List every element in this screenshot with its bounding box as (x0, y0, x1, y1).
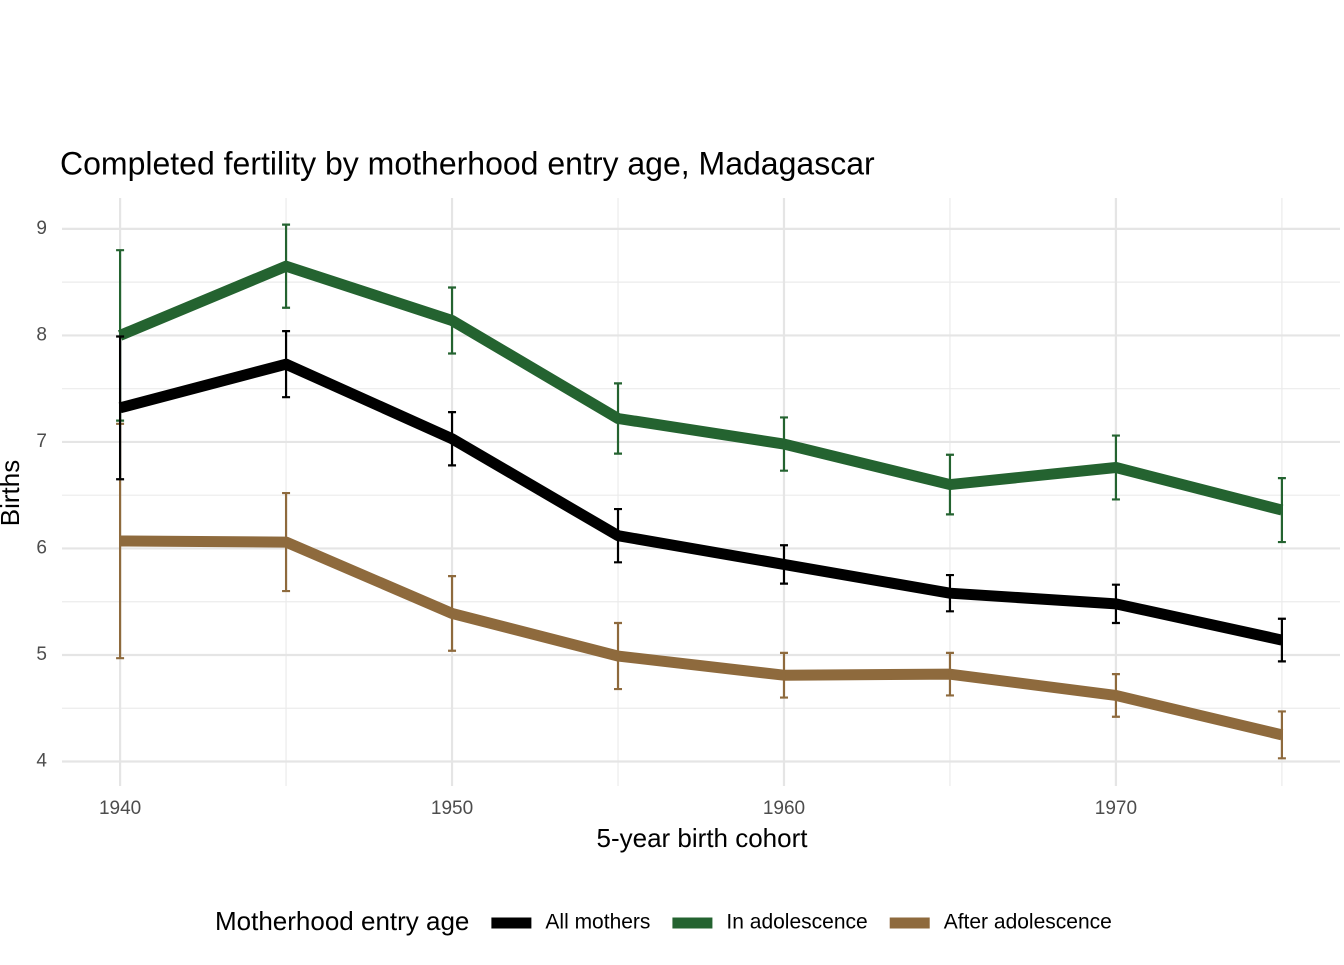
error-bar (779, 651, 788, 699)
legend-title: Motherhood entry age (215, 906, 469, 936)
error-bar (945, 573, 954, 613)
chart-title: Completed fertility by motherhood entry … (60, 145, 875, 181)
error-bar (1111, 673, 1120, 718)
error-bar (448, 286, 457, 355)
error-bar (1277, 617, 1286, 663)
error-bar (282, 491, 291, 593)
y-tick-label: 6 (36, 537, 47, 558)
y-axis-label: Births (0, 460, 25, 526)
x-tick-label: 1940 (99, 798, 141, 819)
y-tick-label: 7 (36, 431, 47, 452)
series-line (117, 260, 1284, 516)
error-bar (779, 416, 788, 472)
error-bar (448, 575, 457, 652)
error-bar (1277, 710, 1286, 760)
error-bar (1277, 477, 1286, 544)
error-bar (614, 621, 623, 691)
error-bar (779, 544, 788, 585)
error-bar (614, 382, 623, 455)
x-axis-label: 5-year birth cohort (597, 823, 809, 853)
error-bar (448, 411, 457, 467)
error-bar (116, 335, 125, 481)
error-bar (945, 453, 954, 516)
series-line (120, 535, 1284, 741)
y-tick-label: 9 (36, 218, 47, 239)
legend-label: All mothers (545, 911, 650, 934)
series-line (118, 358, 1284, 646)
error-bar (614, 507, 623, 564)
error-bar (945, 651, 954, 697)
x-tick-label: 1970 (1095, 798, 1137, 819)
legend-label: In adolescence (726, 911, 867, 934)
error-bar (282, 223, 291, 309)
y-tick-label: 8 (36, 324, 47, 345)
y-tick-label: 4 (36, 751, 47, 772)
x-tick-label: 1960 (763, 798, 805, 819)
legend-label: After adolescence (944, 911, 1112, 934)
x-tick-label: 1950 (431, 798, 473, 819)
error-bar (1111, 434, 1120, 501)
error-bar (282, 330, 291, 399)
y-tick-label: 5 (36, 644, 47, 665)
error-bar (1111, 583, 1120, 625)
